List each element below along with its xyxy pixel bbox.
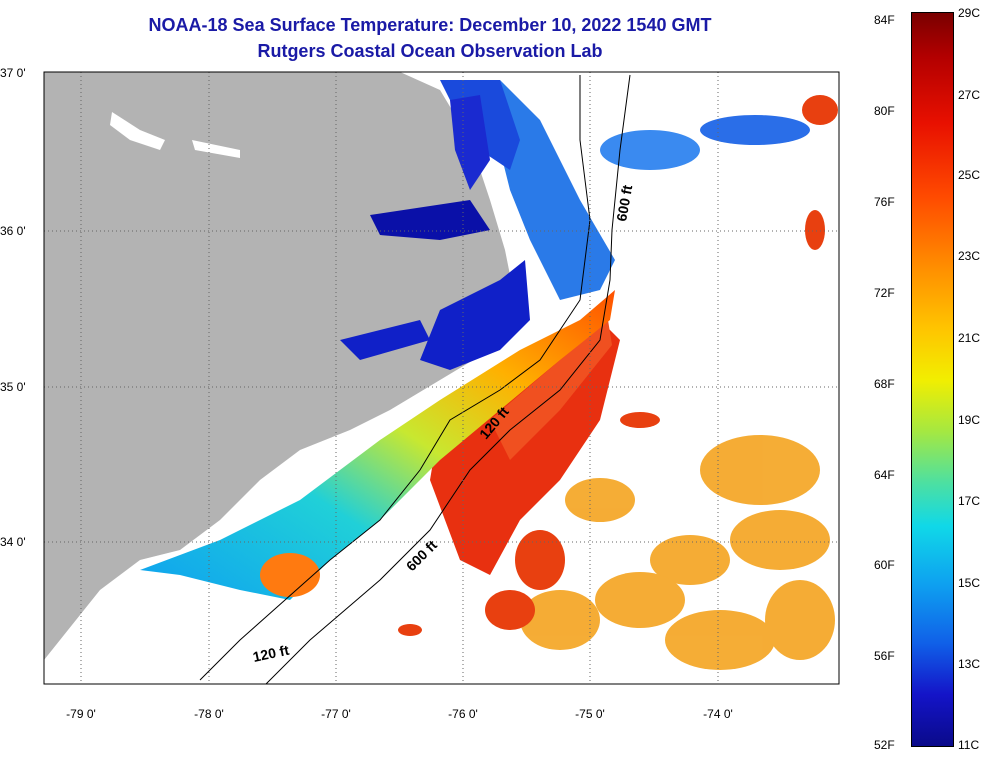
- colorbar-f-label: 84F: [874, 13, 895, 27]
- colorbar-c-label: 11C: [958, 738, 980, 752]
- shelf-water-plume: [140, 290, 615, 600]
- lon-label: -78 0': [194, 707, 224, 721]
- isobath-120ft-line: [199, 75, 591, 681]
- colorbar-f-label: 72F: [874, 286, 895, 300]
- colorbar-c-label: 15C: [958, 576, 981, 590]
- lat-label: 35 0': [0, 380, 26, 394]
- colorbar-f-label: 56F: [874, 649, 895, 663]
- colorbar-c-label: 25C: [958, 168, 981, 182]
- pamlico-river: [340, 320, 430, 360]
- lon-label: -77 0': [321, 707, 351, 721]
- colorbar-f-label: 80F: [874, 104, 895, 118]
- temperature-colorbar: [911, 12, 954, 747]
- pamlico-sound: [420, 260, 530, 370]
- colorbar-f-label: 64F: [874, 468, 895, 482]
- lon-label: -76 0': [448, 707, 478, 721]
- lat-label: 37 0': [0, 66, 26, 80]
- offshore-red-patches: [398, 95, 838, 636]
- lon-label: -75 0': [575, 707, 605, 721]
- colorbar-c-label: 27C: [958, 88, 981, 102]
- map-subtitle: Rutgers Coastal Ocean Observation Lab: [257, 41, 603, 61]
- colorbar-c-label: 17C: [958, 494, 981, 508]
- onslow-bay-warm-patch: [260, 553, 320, 597]
- lon-label: -79 0': [66, 707, 96, 721]
- isobath-label-120ft-south: 120 ft: [251, 642, 290, 665]
- currituck-sound: [450, 95, 490, 190]
- lat-label: 36 0': [0, 224, 26, 238]
- colorbar-c-label: 23C: [958, 249, 981, 263]
- colorbar-f-label: 60F: [874, 558, 895, 572]
- graticule: [44, 72, 839, 684]
- offshore-warm-patches: [520, 435, 835, 670]
- colorbar-c-label: 19C: [958, 413, 981, 427]
- colorbar-c-label: 13C: [958, 657, 981, 671]
- isobath-label-600ft-north: 600 ft: [613, 183, 635, 222]
- colorbar-f-label: 76F: [874, 195, 895, 209]
- nearshore-cold-strip: [495, 80, 615, 300]
- colorbar-f-label: 68F: [874, 377, 895, 391]
- gulf-stream-hot-band: [490, 320, 612, 460]
- map-frame: [43, 71, 840, 685]
- colorbar-c-label: 29C: [958, 6, 981, 20]
- isobath-600ft-line: [265, 74, 631, 684]
- colorbar-f-label: 52F: [874, 738, 895, 752]
- inland-lake-white-2: [192, 140, 240, 158]
- lon-label: -74 0': [703, 707, 733, 721]
- northeast-cool-patch-2: [600, 130, 700, 170]
- northeast-cool-patch: [700, 115, 810, 145]
- albemarle-sound: [370, 200, 490, 240]
- colorbar-c-label: 21C: [958, 331, 981, 345]
- map-title: NOAA-18 Sea Surface Temperature: Decembe…: [148, 15, 712, 35]
- lat-label: 34 0': [0, 535, 26, 549]
- inland-lake-white: [110, 112, 165, 150]
